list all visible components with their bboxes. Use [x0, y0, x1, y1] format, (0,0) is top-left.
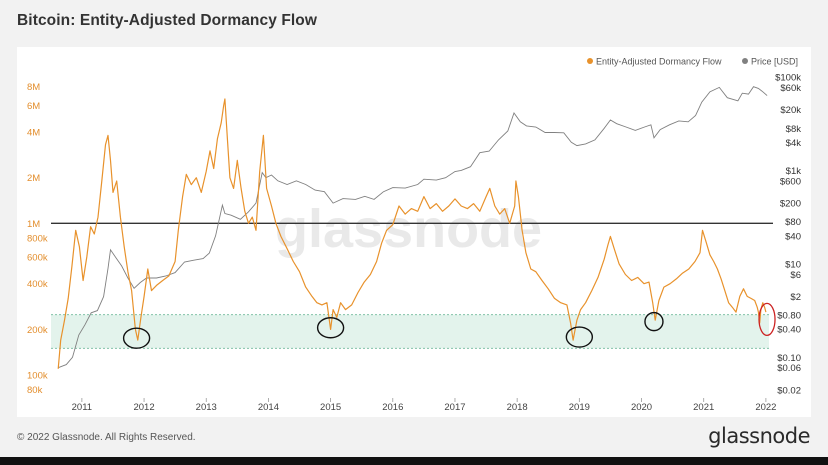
bottom-bar [0, 457, 828, 465]
right-tick-label: $2 [790, 292, 801, 303]
x-tick-label: 2022 [755, 402, 776, 413]
chart-panel: glassnode 8M 6M 4M 2M 1M 800k 600k 400k 200k 100k… [17, 47, 811, 417]
right-tick-label: $80 [785, 217, 801, 228]
right-tick-label: $4k [786, 138, 802, 149]
x-tick-label: 2014 [258, 402, 279, 413]
right-tick-label: $8k [786, 124, 802, 135]
left-tick-label: 6M [27, 101, 40, 112]
buy-zone-layer [51, 314, 769, 349]
cycle-bottom-circle [644, 311, 664, 332]
annotation-layer [122, 302, 776, 349]
brand-logo: glassnode [708, 424, 810, 448]
right-tick-label: $0.80 [777, 311, 801, 322]
right-tick-label: $0.02 [777, 386, 801, 397]
x-tick-label: 2011 [72, 402, 92, 413]
x-tick-label: 2017 [444, 402, 465, 413]
right-tick-label: $600 [780, 176, 801, 187]
watermark-text: glassnode [275, 199, 542, 259]
left-tick-label: 400k [27, 279, 48, 290]
x-tick-label: 2015 [320, 402, 341, 413]
right-tick-label: $60k [780, 83, 801, 94]
right-axis: $100k$60k$20k$8k$4k$1k$600$200$80$40$10$… [775, 73, 801, 397]
right-tick-label: $10 [785, 259, 801, 270]
legend-dormancy-marker [587, 58, 593, 64]
left-tick-label: 800k [27, 234, 48, 245]
x-tick-label: 2012 [133, 402, 154, 413]
dormancy-flow-series-line [57, 98, 767, 369]
right-tick-label: $40 [785, 231, 801, 242]
page-title: Bitcoin: Entity-Adjusted Dormancy Flow [17, 12, 318, 29]
cycle-bottom-circle [565, 326, 594, 348]
left-tick-label: 1M [27, 219, 40, 230]
right-tick-label: $20k [780, 105, 801, 116]
cycle-bottom-circle [122, 327, 151, 349]
left-tick-label: 8M [27, 82, 40, 93]
left-tick-label: 600k [27, 252, 48, 263]
chart-legend: Entity-Adjusted Dormancy Flow Price [USD] [587, 57, 798, 67]
left-tick-label: 4M [27, 127, 40, 138]
dormancy-flow-chart: glassnode 8M 6M 4M 2M 1M 800k 600k 400k 200k 100k… [27, 57, 801, 414]
x-tick-label: 2019 [569, 402, 590, 413]
left-tick-label: 80k [27, 385, 43, 396]
x-tick-label: 2016 [382, 402, 403, 413]
left-tick-label: 2M [27, 173, 40, 184]
right-tick-label: $200 [780, 199, 801, 210]
right-tick-label: $1k [786, 166, 802, 177]
x-tick-label: 2013 [196, 402, 217, 413]
legend-dormancy-label: Entity-Adjusted Dormancy Flow [596, 57, 722, 67]
x-tick-label: 2021 [693, 402, 714, 413]
right-tick-label: $6 [790, 270, 801, 281]
left-tick-label: 200k [27, 325, 48, 336]
current-cycle-circle [758, 302, 776, 337]
cycle-bottom-circle [316, 317, 345, 339]
x-tick-label: 2018 [507, 402, 528, 413]
right-tick-label: $0.06 [777, 363, 801, 374]
x-axis: 2011 2012 2013 2014 2015 2016 2017 2018 2019 2020… [72, 398, 776, 413]
copyright-text: © 2022 Glassnode. All Rights Reserved. [17, 432, 196, 443]
right-tick-label: $100k [775, 73, 801, 84]
legend-price-marker [742, 58, 748, 64]
x-tick-label: 2020 [631, 402, 652, 413]
right-tick-label: $0.40 [777, 325, 801, 336]
series-layer [57, 86, 768, 369]
buy-zone-band [51, 314, 769, 349]
left-tick-label: 100k [27, 371, 48, 382]
right-tick-label: $0.10 [777, 353, 801, 364]
legend-price-label: Price [USD] [751, 57, 798, 67]
left-axis: 8M 6M 4M 2M 1M 800k 600k 400k 200k 100k 80k [27, 82, 48, 396]
